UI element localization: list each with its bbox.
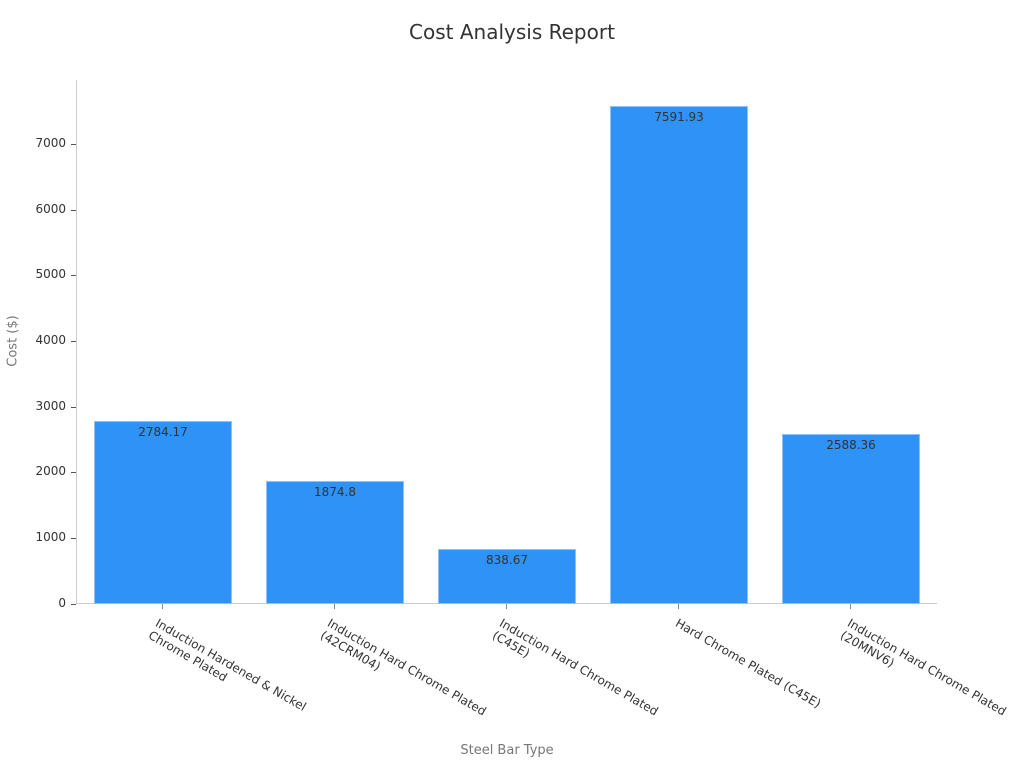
x-tick [334,604,335,609]
x-tick-label: Induction Hardened & Nickel Chrome Plate… [146,616,309,714]
bar: 838.67 [438,549,576,604]
x-tick-label: Induction Hard Chrome Plated (C45E) [490,616,661,719]
x-tick [162,604,163,609]
x-tick [678,604,679,609]
chart-title: Cost Analysis Report [409,20,615,44]
x-tick-label: Hard Chrome Plated (C45E) [673,616,824,711]
bar-value-label: 838.67 [486,553,528,567]
x-axis-label: Steel Bar Type [460,743,554,758]
bar-value-label: 2588.36 [826,438,876,452]
x-tick [506,604,507,609]
bar-value-label: 1874.8 [314,485,356,499]
y-axis-label: Cost ($) [5,315,21,367]
bar: 2588.36 [782,434,920,604]
x-tick-label: Induction Hard Chrome Plated (42CRM04) [318,616,489,719]
y-axis-line [76,80,77,604]
bar: 7591.93 [610,106,748,604]
bar: 2784.17 [94,421,232,604]
bar-value-label: 2784.17 [138,425,188,439]
bar-value-label: 7591.93 [654,110,704,124]
x-tick [850,604,851,609]
bar: 1874.8 [266,481,404,604]
x-tick-label: Induction Hard Chrome Plated (20MNV6) [838,616,1009,719]
